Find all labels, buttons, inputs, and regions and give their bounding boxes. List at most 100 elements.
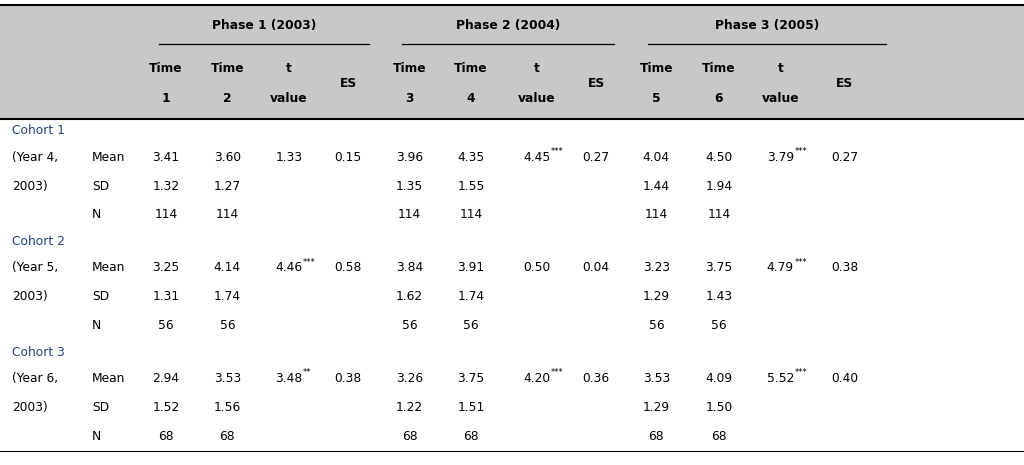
Text: 1.22: 1.22 [396, 401, 423, 414]
Text: 4.50: 4.50 [706, 151, 732, 164]
Text: 68: 68 [401, 430, 418, 443]
Text: 2003): 2003) [12, 290, 48, 303]
Text: 1.56: 1.56 [214, 401, 241, 414]
Text: Time: Time [640, 62, 673, 74]
Text: 0.04: 0.04 [583, 261, 609, 274]
Text: Cohort 3: Cohort 3 [12, 345, 66, 359]
Text: 4.46: 4.46 [275, 261, 302, 274]
Text: 4.09: 4.09 [706, 372, 732, 385]
Text: 5: 5 [652, 92, 660, 105]
Text: 1.29: 1.29 [643, 290, 670, 303]
Text: 0.36: 0.36 [583, 372, 609, 385]
Text: Time: Time [702, 62, 735, 74]
Text: 114: 114 [645, 208, 668, 221]
Text: ***: *** [795, 147, 807, 156]
Text: 114: 114 [155, 208, 177, 221]
Text: 56: 56 [463, 319, 479, 332]
Text: Phase 2 (2004): Phase 2 (2004) [457, 19, 560, 32]
Text: Time: Time [393, 62, 426, 74]
Text: 1.50: 1.50 [706, 401, 732, 414]
Text: t: t [534, 62, 540, 74]
Text: 3.53: 3.53 [214, 372, 241, 385]
Text: 0.15: 0.15 [335, 151, 361, 164]
Text: 1.52: 1.52 [153, 401, 179, 414]
Text: 5.52: 5.52 [767, 372, 794, 385]
Text: 0.27: 0.27 [831, 151, 858, 164]
Text: 3.60: 3.60 [214, 151, 241, 164]
Text: 68: 68 [711, 430, 727, 443]
Text: 114: 114 [460, 208, 482, 221]
Text: Time: Time [455, 62, 487, 74]
Text: 0.38: 0.38 [335, 372, 361, 385]
Text: 56: 56 [648, 319, 665, 332]
Text: 3.75: 3.75 [458, 372, 484, 385]
Text: Cohort 1: Cohort 1 [12, 124, 66, 137]
Text: 1.29: 1.29 [643, 401, 670, 414]
Text: 2003): 2003) [12, 401, 48, 414]
Text: Mean: Mean [92, 261, 126, 274]
Text: (Year 5,: (Year 5, [12, 261, 58, 274]
Text: value: value [270, 92, 307, 105]
Text: 1: 1 [162, 92, 170, 105]
Text: Time: Time [150, 62, 182, 74]
Text: 1.94: 1.94 [706, 179, 732, 193]
Text: 114: 114 [216, 208, 239, 221]
Text: 1.55: 1.55 [458, 179, 484, 193]
Text: 3.48: 3.48 [275, 372, 302, 385]
Text: 68: 68 [158, 430, 174, 443]
Text: 1.33: 1.33 [275, 151, 302, 164]
Text: 56: 56 [401, 319, 418, 332]
Text: ES: ES [340, 77, 356, 90]
Text: N: N [92, 430, 101, 443]
Text: 3.91: 3.91 [458, 261, 484, 274]
Text: 1.74: 1.74 [214, 290, 241, 303]
Text: 3.25: 3.25 [153, 261, 179, 274]
Text: 1.43: 1.43 [706, 290, 732, 303]
Text: N: N [92, 319, 101, 332]
Text: 4.14: 4.14 [214, 261, 241, 274]
Text: ***: *** [551, 147, 563, 156]
Text: SD: SD [92, 401, 110, 414]
Text: Cohort 2: Cohort 2 [12, 235, 66, 248]
Text: 1.62: 1.62 [396, 290, 423, 303]
Text: 1.35: 1.35 [396, 179, 423, 193]
Text: value: value [518, 92, 555, 105]
Text: Phase 1 (2003): Phase 1 (2003) [212, 19, 315, 32]
Text: ***: *** [551, 368, 563, 378]
Text: (Year 6,: (Year 6, [12, 372, 58, 385]
Text: Phase 3 (2005): Phase 3 (2005) [715, 19, 819, 32]
Text: 114: 114 [398, 208, 421, 221]
Text: t: t [777, 62, 783, 74]
Text: 4.04: 4.04 [643, 151, 670, 164]
Bar [0, 5, 1024, 119]
Text: 68: 68 [219, 430, 236, 443]
Text: 4.35: 4.35 [458, 151, 484, 164]
Text: ES: ES [837, 77, 853, 90]
Text: 1.32: 1.32 [153, 179, 179, 193]
Text: 1.27: 1.27 [214, 179, 241, 193]
Text: 0.58: 0.58 [335, 261, 361, 274]
Text: 68: 68 [648, 430, 665, 443]
Text: value: value [762, 92, 799, 105]
Text: 1.44: 1.44 [643, 179, 670, 193]
Text: 0.40: 0.40 [831, 372, 858, 385]
Text: (Year 4,: (Year 4, [12, 151, 58, 164]
Text: 0.50: 0.50 [523, 261, 550, 274]
Text: ***: *** [303, 258, 315, 267]
Text: Mean: Mean [92, 151, 126, 164]
Text: 2: 2 [223, 92, 231, 105]
Text: 2003): 2003) [12, 179, 48, 193]
Text: 1.31: 1.31 [153, 290, 179, 303]
Text: 56: 56 [158, 319, 174, 332]
Text: ***: *** [795, 368, 807, 378]
Text: 4.20: 4.20 [523, 372, 550, 385]
Text: SD: SD [92, 179, 110, 193]
Text: 6: 6 [715, 92, 723, 105]
Text: 3.96: 3.96 [396, 151, 423, 164]
Text: 114: 114 [708, 208, 730, 221]
Text: 68: 68 [463, 430, 479, 443]
Text: SD: SD [92, 290, 110, 303]
Text: 56: 56 [219, 319, 236, 332]
Text: Mean: Mean [92, 372, 126, 385]
Text: 3.53: 3.53 [643, 372, 670, 385]
